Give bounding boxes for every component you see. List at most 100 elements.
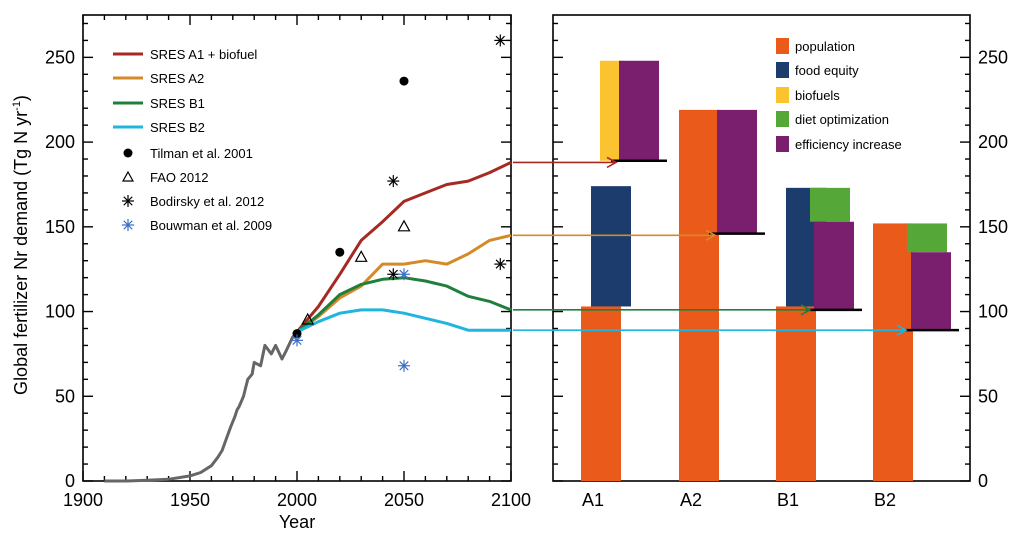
right-y-tick-label: 50 xyxy=(978,386,998,406)
x-category-label: A1 xyxy=(582,490,604,510)
legend-marker-bodirsky xyxy=(122,195,134,207)
marker-bodirsky xyxy=(494,34,507,47)
left-axis-ticks: 1900 1950 2000 2050 2100 0 50 100 150 200 250 xyxy=(45,15,531,510)
legend-asterisk-bodirsky-stroke xyxy=(123,196,133,206)
marker-bouwman xyxy=(291,334,303,347)
legend-label-bodirsky: Bodirsky et al. 2012 xyxy=(150,194,264,209)
bar-food-equity-A1 xyxy=(591,186,631,307)
series-line-1 xyxy=(296,233,512,334)
legend-marker-fao xyxy=(121,170,135,182)
bar-population-B1 xyxy=(776,306,816,481)
x-tick-label: 1900 xyxy=(63,490,103,510)
legend-label-b1: SRES B1 xyxy=(150,96,205,111)
x-tick-label: 2000 xyxy=(277,490,317,510)
x-category-label: B2 xyxy=(874,490,896,510)
legend-label-tilman: Tilman et al. 2001 xyxy=(150,146,253,161)
bar-population-A1 xyxy=(581,306,621,481)
legend-label-population: population xyxy=(795,39,855,54)
x-axis-title: Year xyxy=(279,512,315,532)
scenario-lines xyxy=(104,161,512,483)
right-y-tick-label: 200 xyxy=(978,132,1008,152)
legend-label-efficiency: efficiency increase xyxy=(795,137,902,152)
x-tick-label: 2050 xyxy=(384,490,424,510)
marker-fao xyxy=(354,250,368,262)
bar-diet-B1 xyxy=(810,187,850,222)
series-line-2 xyxy=(296,276,512,334)
marker-bouwman-stroke xyxy=(399,269,409,279)
marker-bouwman xyxy=(398,359,410,372)
marker-bouwman xyxy=(398,268,410,281)
y-tick-label: 0 xyxy=(65,471,75,491)
legend-asterisk-bouwman xyxy=(122,219,134,231)
scenario-arrows xyxy=(513,156,908,336)
legend-swatch-food-equity xyxy=(776,62,789,78)
legend-marker-bouwman xyxy=(122,219,134,231)
arrow-head-2 xyxy=(800,304,812,316)
y-tick-label: 250 xyxy=(45,47,75,67)
legend-swatch-diet xyxy=(776,111,789,127)
bar-efficiency-B2 xyxy=(911,252,951,331)
legend-label-a1: SRES A1 + biofuel xyxy=(150,47,257,62)
bar-population-A2 xyxy=(679,109,719,482)
legend-swatch-population xyxy=(776,38,789,54)
scenario-bars: A1 A2 B1 B2 xyxy=(581,60,959,510)
y-title-close: ) xyxy=(11,95,31,101)
legend-swatch-biofuels xyxy=(776,87,789,103)
right-panel-frame xyxy=(552,14,971,482)
bar-efficiency-B1 xyxy=(814,221,854,310)
series-line-3 xyxy=(296,308,511,334)
historical-line xyxy=(104,332,298,483)
bar-diet-B2 xyxy=(907,223,947,253)
x-category-label: B1 xyxy=(777,490,799,510)
legend-asterisk-bodirsky xyxy=(122,195,134,207)
right-y-tick-label: 150 xyxy=(978,217,1008,237)
marker-bodirsky xyxy=(387,175,400,188)
x-category-label: A2 xyxy=(680,490,702,510)
legend-marker-tilman xyxy=(123,148,133,158)
marker-fao xyxy=(301,312,315,325)
right-y-tick-label: 100 xyxy=(978,302,1008,322)
y-title-main: Global fertilizer Nr demand (Tg N yr xyxy=(11,111,31,395)
marker-tilman xyxy=(335,247,345,257)
y-tick-label: 50 xyxy=(55,386,75,406)
marker-bodirsky-stroke xyxy=(388,269,398,279)
marker-bodirsky-stroke xyxy=(495,35,505,46)
legend-asterisk-bouwman-stroke xyxy=(123,220,133,230)
bar-efficiency-A1 xyxy=(619,60,659,161)
right-y-tick-label: 250 xyxy=(978,47,1008,67)
literature-markers xyxy=(291,34,507,372)
legend-label-fao: FAO 2012 xyxy=(150,170,209,185)
marker-fao xyxy=(397,219,411,232)
y-title-sup: -1 xyxy=(11,101,23,111)
legend-label-biofuels: biofuels xyxy=(795,88,840,103)
marker-bodirsky-stroke xyxy=(495,259,505,269)
marker-tilman xyxy=(399,76,409,86)
marker-bouwman-stroke xyxy=(292,335,302,346)
bar-efficiency-A2 xyxy=(717,109,757,234)
legend-label-food-equity: food equity xyxy=(795,63,859,78)
x-tick-label: 1950 xyxy=(170,490,210,510)
right-y-tick-label: 0 xyxy=(978,471,988,491)
legend-label-b2: SRES B2 xyxy=(150,120,205,135)
left-y-axis-title: Global fertilizer Nr demand (Tg N yr-1) xyxy=(11,95,31,395)
series-line-0 xyxy=(295,161,512,333)
right-axis-ticks: 0 50 100 150 200 250 xyxy=(553,22,1008,491)
marker-bodirsky xyxy=(494,258,507,271)
marker-bouwman-stroke xyxy=(399,361,409,371)
marker-bodirsky xyxy=(387,268,400,281)
y-tick-label: 100 xyxy=(45,302,75,322)
arrow-head-3 xyxy=(896,324,908,336)
left-legend: SRES A1 + biofuel SRES A2 SRES B1 SRES B… xyxy=(113,47,272,233)
legend-label-a2: SRES A2 xyxy=(150,71,204,86)
x-tick-label: 2100 xyxy=(491,490,531,510)
y-tick-label: 200 xyxy=(45,132,75,152)
left-panel-frame xyxy=(82,14,512,482)
marker-tilman xyxy=(292,329,302,339)
legend-label-bouwman: Bouwman et al. 2009 xyxy=(150,218,272,233)
arrow-head-1 xyxy=(705,229,717,241)
right-legend: population food equity biofuels diet opt… xyxy=(776,38,902,152)
bar-population-B2 xyxy=(873,223,913,482)
legend-swatch-efficiency xyxy=(776,136,789,152)
arrow-head-0 xyxy=(606,156,618,169)
